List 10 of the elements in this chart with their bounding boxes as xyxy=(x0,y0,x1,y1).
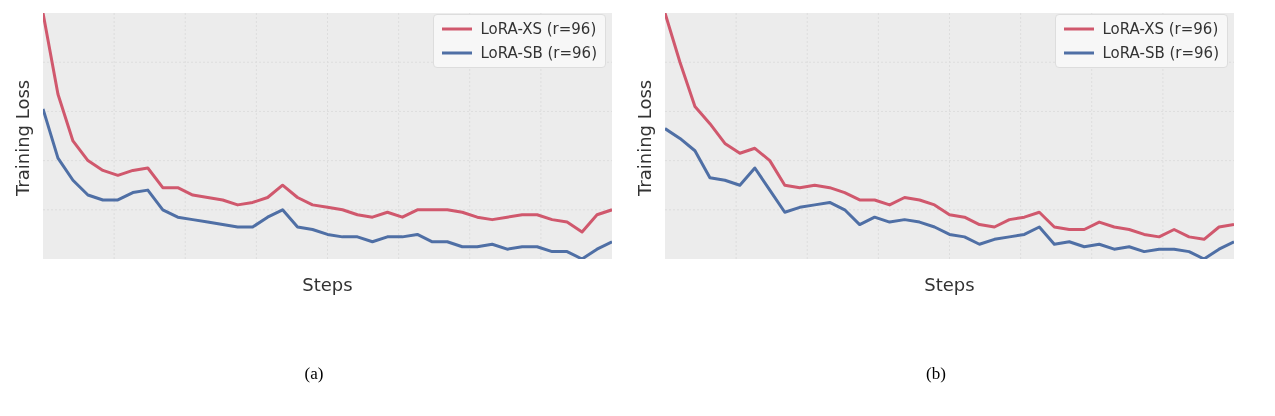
text: (b) xyxy=(925,364,947,384)
legend-label: LoRA-XS (r=96) xyxy=(480,19,597,40)
y-axis-title: Training Loss xyxy=(634,79,656,197)
legend-label: LoRA-SB (r=96) xyxy=(480,43,597,64)
y-axis-title: Training Loss xyxy=(12,79,34,197)
legend-label: LoRA-XS (r=96) xyxy=(1102,19,1219,40)
legend-label: LoRA-SB (r=96) xyxy=(1102,43,1219,64)
x-axis-title: Steps xyxy=(302,274,353,295)
x-axis-title: Steps xyxy=(924,274,975,295)
text: (a) xyxy=(303,364,325,384)
